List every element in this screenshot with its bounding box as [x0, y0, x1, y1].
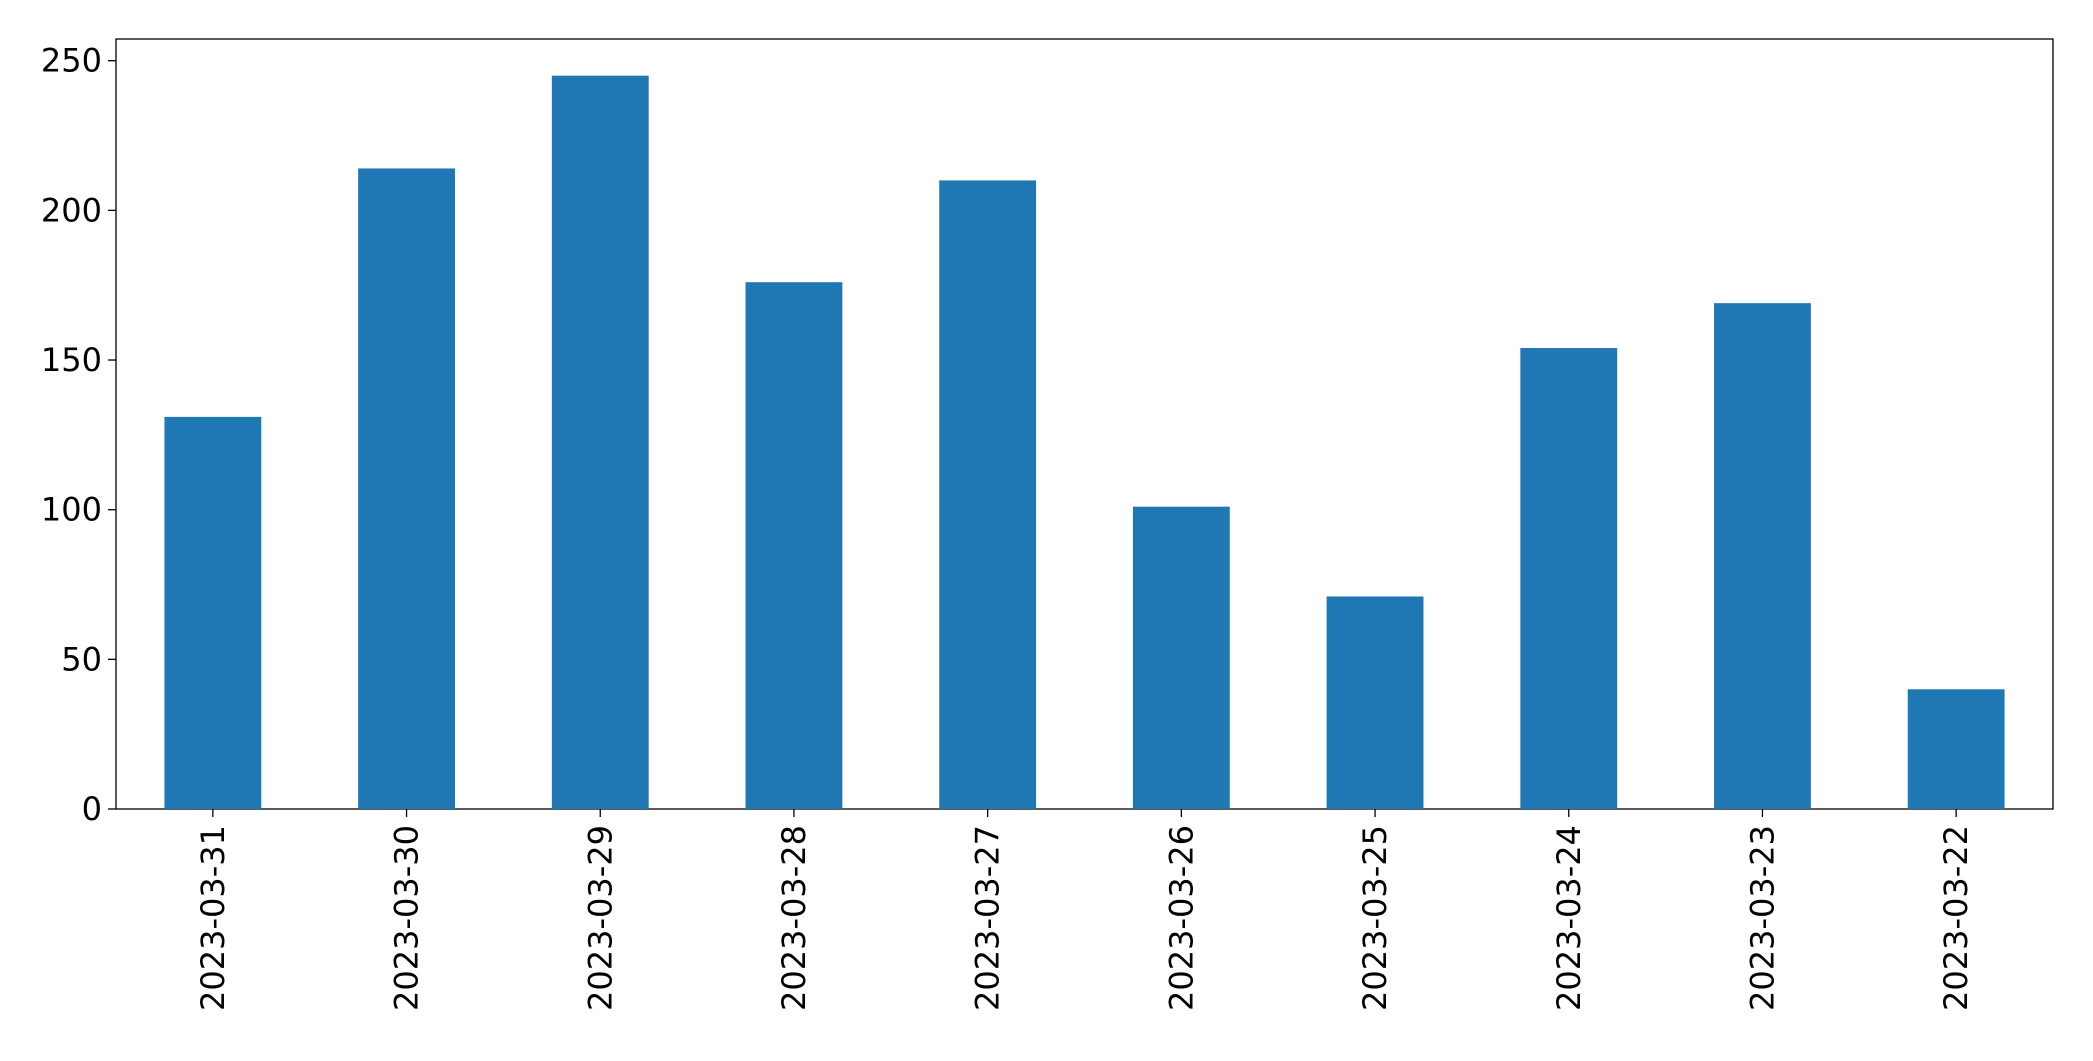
bar — [1714, 303, 1811, 809]
x-tick-label: 2023-03-28 — [775, 825, 813, 1011]
bar — [1326, 596, 1424, 809]
x-tick-label: 2023-03-22 — [1937, 825, 1975, 1011]
bar — [939, 180, 1037, 809]
y-tick-label: 250 — [41, 42, 102, 80]
bar — [1520, 348, 1618, 809]
x-tick-label: 2023-03-25 — [1356, 825, 1394, 1011]
bar — [164, 416, 262, 809]
x-tick-label: 2023-03-30 — [388, 825, 426, 1011]
bar — [551, 75, 649, 809]
bar — [745, 282, 843, 809]
x-tick-label: 2023-03-31 — [194, 825, 232, 1011]
plot-frame — [115, 38, 2054, 810]
x-tick-label: 2023-03-29 — [581, 825, 619, 1011]
y-tick-label: 200 — [41, 191, 102, 229]
x-tick-label: 2023-03-27 — [969, 825, 1007, 1011]
x-tick-label: 2023-03-23 — [1743, 825, 1781, 1011]
bar — [1907, 689, 2005, 809]
y-tick-label: 100 — [41, 491, 102, 529]
x-tick-label: 2023-03-24 — [1550, 825, 1588, 1011]
bar — [1132, 506, 1230, 809]
y-tick-label: 150 — [41, 341, 102, 379]
y-tick-label: 0 — [82, 790, 102, 828]
bar — [358, 168, 455, 809]
x-tick-label: 2023-03-26 — [1162, 825, 1200, 1011]
y-tick-label: 50 — [61, 640, 102, 678]
